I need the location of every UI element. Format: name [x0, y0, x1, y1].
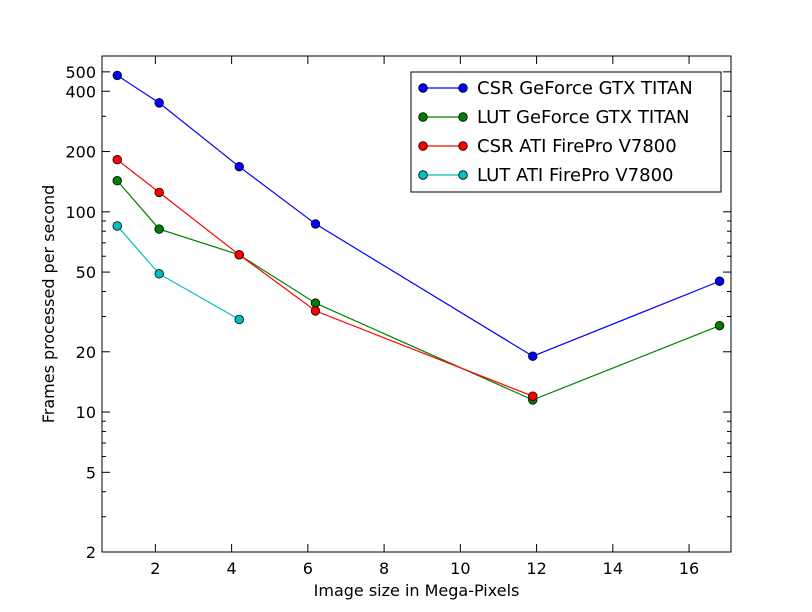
legend-marker — [418, 141, 428, 151]
plot-frame — [101, 55, 732, 553]
x-tick-label: 14 — [603, 559, 623, 578]
y-tick-label: 10 — [76, 403, 96, 422]
legend-marker — [418, 112, 428, 122]
x-tick-label: 10 — [450, 559, 470, 578]
series-3 — [112, 221, 244, 325]
data-point — [528, 391, 538, 401]
data-point — [154, 269, 164, 279]
y-tick-label: 400 — [65, 82, 96, 101]
legend-label: LUT ATI FirePro V7800 — [477, 165, 674, 186]
y-tick-label: 50 — [76, 263, 96, 282]
data-point — [714, 276, 725, 286]
series-layer — [112, 70, 725, 405]
x-tick-label: 4 — [227, 559, 237, 578]
x-tick-label: 16 — [679, 559, 699, 578]
y-tick-label: 200 — [65, 143, 96, 162]
data-point — [112, 155, 122, 165]
data-point — [234, 161, 244, 172]
data-point — [310, 306, 321, 316]
y-tick-label: 2 — [86, 543, 96, 562]
series-line — [116, 74, 720, 357]
data-point — [112, 221, 122, 231]
legend-label: CSR ATI FirePro V7800 — [477, 136, 677, 157]
y-tick-label: 100 — [65, 203, 96, 222]
legend-marker — [458, 112, 468, 122]
legend-marker — [458, 141, 468, 151]
legend-marker — [458, 170, 468, 180]
data-point — [234, 314, 244, 325]
legend-marker — [418, 170, 428, 180]
x-tick-label: 12 — [526, 559, 546, 578]
data-point — [234, 250, 244, 260]
legend-label: CSR GeForce GTX TITAN — [477, 78, 693, 99]
x-tick-label: 6 — [303, 559, 313, 578]
y-tick-label: 5 — [86, 463, 96, 482]
legend: CSR GeForce GTX TITAN LUT GeForce GTX TIT… — [410, 71, 722, 193]
legend-label: LUT GeForce GTX TITAN — [477, 107, 690, 128]
y-axis-title: Frames processed per second — [39, 185, 58, 424]
data-point — [310, 219, 321, 229]
data-point — [112, 176, 122, 186]
x-axis-title: Image size in Mega-Pixels — [314, 581, 520, 600]
legend-marker — [458, 83, 468, 93]
series-2 — [112, 155, 538, 401]
y-tick-label: 500 — [65, 63, 96, 82]
data-point — [154, 224, 164, 234]
series-0 — [112, 70, 725, 361]
data-point — [714, 320, 725, 331]
series-line — [116, 180, 720, 401]
data-point — [154, 98, 164, 108]
y-tick-label: 20 — [76, 343, 96, 362]
data-point — [310, 298, 321, 308]
data-point — [112, 70, 122, 81]
x-tick-label: 2 — [150, 559, 160, 578]
data-point — [528, 351, 538, 361]
data-point — [154, 187, 164, 198]
x-tick-label: 8 — [379, 559, 389, 578]
legend-marker — [418, 83, 428, 93]
